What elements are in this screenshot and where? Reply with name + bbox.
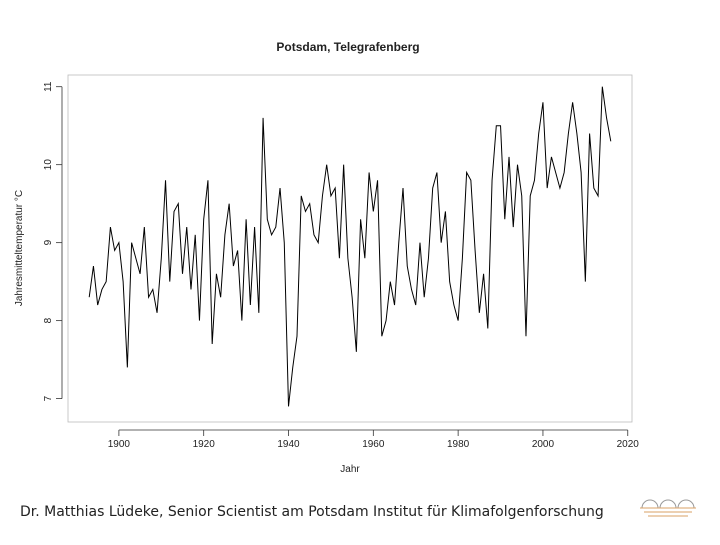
x-tick-label: 1900 — [108, 439, 131, 450]
x-tick-label: 1960 — [362, 439, 385, 450]
x-tick-label: 1920 — [193, 439, 216, 450]
temperature-line — [88, 86, 612, 407]
logo-domes — [641, 499, 695, 509]
y-tick-label: 9 — [43, 239, 54, 245]
x-tick-label: 1940 — [277, 439, 300, 450]
y-tick-label: 11 — [43, 81, 54, 92]
x-axis-label: Jahr — [340, 464, 360, 475]
plot-frame — [67, 74, 633, 423]
chart-title: Potsdam, Telegrafenberg — [276, 40, 419, 54]
logo — [640, 499, 696, 517]
y-axis-label: Jahresmitteltemperatur °C — [14, 190, 25, 306]
y-tick-label: 8 — [43, 317, 54, 323]
x-tick-label: 2000 — [532, 439, 555, 450]
footer-text: Dr. Matthias Lüdeke, Senior Scientist am… — [20, 504, 604, 520]
logo-lines — [640, 507, 696, 517]
y-tick-label: 7 — [43, 395, 54, 401]
x-tick-label: 2020 — [617, 439, 640, 450]
x-tick-label: 1980 — [447, 439, 470, 450]
y-tick-label: 10 — [43, 159, 54, 171]
